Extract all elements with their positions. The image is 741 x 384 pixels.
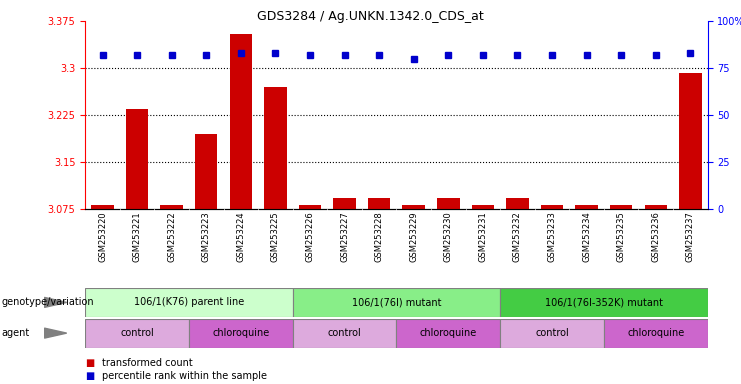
Text: percentile rank within the sample: percentile rank within the sample bbox=[102, 371, 267, 381]
Text: GSM253221: GSM253221 bbox=[133, 212, 142, 262]
Text: 106/1(K76) parent line: 106/1(K76) parent line bbox=[134, 297, 244, 308]
Text: agent: agent bbox=[1, 328, 30, 338]
Text: control: control bbox=[120, 328, 154, 338]
Bar bbox=[264, 87, 287, 209]
Bar bbox=[293, 319, 396, 348]
Bar bbox=[575, 205, 598, 209]
Bar bbox=[396, 319, 500, 348]
Bar bbox=[500, 319, 604, 348]
Text: GSM253234: GSM253234 bbox=[582, 212, 591, 262]
Text: control: control bbox=[328, 328, 362, 338]
Bar bbox=[402, 205, 425, 209]
Bar bbox=[541, 205, 563, 209]
Text: GSM253220: GSM253220 bbox=[98, 212, 107, 262]
Bar bbox=[126, 109, 148, 209]
Bar bbox=[437, 198, 459, 209]
Text: GSM253232: GSM253232 bbox=[513, 212, 522, 262]
Text: GSM253235: GSM253235 bbox=[617, 212, 625, 262]
Text: genotype/variation: genotype/variation bbox=[1, 297, 94, 308]
Bar bbox=[91, 205, 113, 209]
Bar bbox=[293, 288, 500, 317]
Bar bbox=[679, 73, 702, 209]
Bar bbox=[85, 319, 189, 348]
Polygon shape bbox=[44, 328, 67, 338]
Text: control: control bbox=[535, 328, 569, 338]
Bar bbox=[645, 205, 667, 209]
Bar bbox=[85, 288, 293, 317]
Text: GSM253233: GSM253233 bbox=[548, 212, 556, 262]
Bar bbox=[471, 205, 494, 209]
Text: GSM253231: GSM253231 bbox=[479, 212, 488, 262]
Text: GSM253228: GSM253228 bbox=[375, 212, 384, 262]
Text: 106/1(76I-352K) mutant: 106/1(76I-352K) mutant bbox=[545, 297, 663, 308]
Bar bbox=[299, 205, 322, 209]
Bar bbox=[610, 205, 632, 209]
Text: GSM253237: GSM253237 bbox=[686, 212, 695, 262]
Text: GSM253229: GSM253229 bbox=[409, 212, 418, 262]
Text: chloroquine: chloroquine bbox=[627, 328, 685, 338]
Text: GSM253224: GSM253224 bbox=[236, 212, 245, 262]
Polygon shape bbox=[44, 297, 67, 307]
Bar bbox=[506, 198, 528, 209]
Text: GSM253223: GSM253223 bbox=[202, 212, 210, 262]
Text: GSM253222: GSM253222 bbox=[167, 212, 176, 262]
Text: chloroquine: chloroquine bbox=[419, 328, 477, 338]
Text: GSM253227: GSM253227 bbox=[340, 212, 349, 262]
Text: 106/1(76I) mutant: 106/1(76I) mutant bbox=[352, 297, 441, 308]
Text: chloroquine: chloroquine bbox=[212, 328, 270, 338]
Bar bbox=[500, 288, 708, 317]
Bar bbox=[333, 198, 356, 209]
Text: transformed count: transformed count bbox=[102, 358, 192, 368]
Bar bbox=[189, 319, 293, 348]
Text: GSM253225: GSM253225 bbox=[271, 212, 280, 262]
Bar bbox=[604, 319, 708, 348]
Text: ■: ■ bbox=[85, 358, 94, 368]
Text: ■: ■ bbox=[85, 371, 94, 381]
Bar bbox=[160, 205, 183, 209]
Text: GSM253226: GSM253226 bbox=[305, 212, 314, 262]
Text: GSM253236: GSM253236 bbox=[651, 212, 660, 262]
Bar bbox=[230, 34, 252, 209]
Bar bbox=[195, 134, 217, 209]
Text: GSM253230: GSM253230 bbox=[444, 212, 453, 262]
Text: GDS3284 / Ag.UNKN.1342.0_CDS_at: GDS3284 / Ag.UNKN.1342.0_CDS_at bbox=[257, 10, 484, 23]
Bar bbox=[368, 198, 391, 209]
